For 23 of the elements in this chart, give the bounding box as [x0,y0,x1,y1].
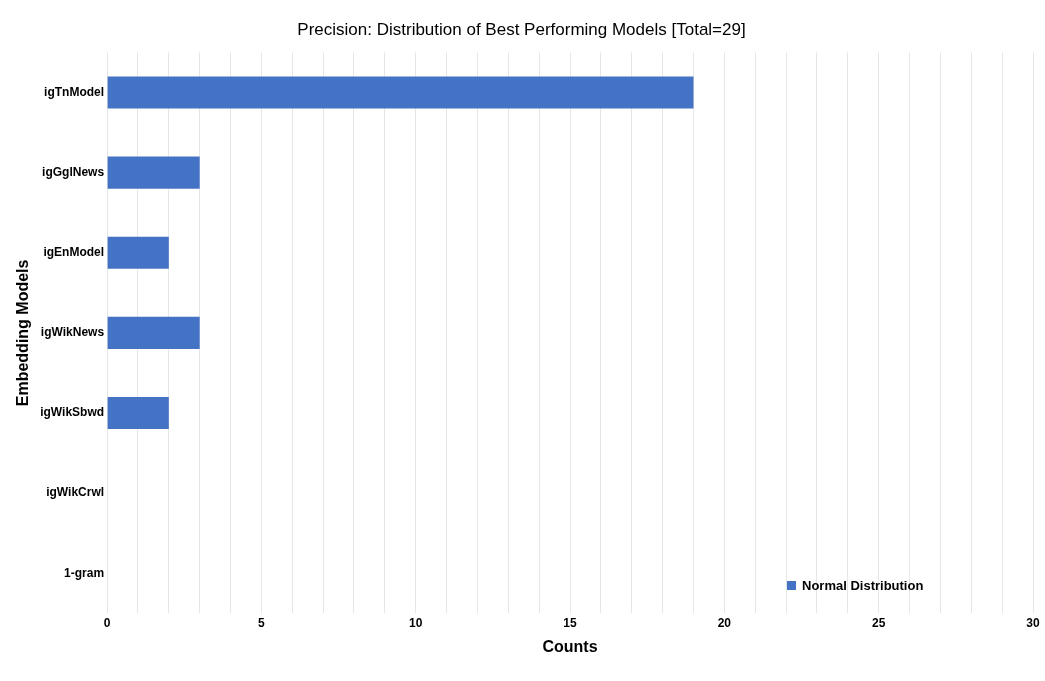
bar [107,236,169,269]
y-tick-label: igWikNews [40,325,105,340]
y-tick-label: 1-gram [64,565,105,580]
y-tick-label: igGglNews [42,164,105,179]
chart-title: Precision: Distribution of Best Performing Models [Total=29] [297,19,746,39]
x-tick-label: 0 [103,615,111,630]
x-tick-label: 30 [1026,615,1040,630]
bar [107,316,200,349]
x-tick-label: 25 [872,615,886,630]
y-tick-label: igTnModel [44,84,105,99]
legend-label: Normal Distribution [802,578,924,594]
bar [107,76,694,109]
x-axis-title: Counts [542,637,598,655]
y-tick-label: igWikSbwd [40,405,105,420]
x-tick-label: 10 [409,615,423,630]
y-tick-label: igWikCrwl [46,485,105,500]
x-tick-label: 5 [258,615,266,630]
bar [107,156,200,189]
bar [107,397,169,430]
y-tick-label: igEnModel [43,245,105,260]
y-axis-title: Embedding Models [14,259,32,407]
x-tick-label: 15 [563,615,578,630]
x-tick-label: 20 [717,615,732,630]
